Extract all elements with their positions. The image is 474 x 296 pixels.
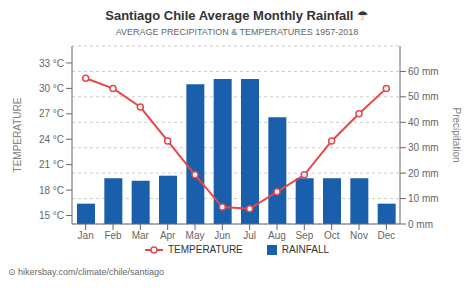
svg-text:30 °C: 30 °C [39, 83, 64, 94]
html-text:RAINFALL: RAINFALL [281, 244, 329, 255]
svg-text:Jun: Jun [214, 230, 230, 241]
svg-text:Apr: Apr [160, 230, 176, 241]
svg-text:20 mm: 20 mm [408, 168, 439, 179]
svg-text:15 °C: 15 °C [39, 210, 64, 221]
html-text:TEMPERATURE: TEMPERATURE [168, 244, 243, 255]
html-text:⊙ hikersbay.com/climate/chile/: ⊙ hikersbay.com/climate/chile/santiago [8, 267, 164, 277]
svg-text:Nov: Nov [350, 230, 368, 241]
svg-text:27 °C: 27 °C [39, 108, 64, 119]
svg-text:30 mm: 30 mm [408, 142, 439, 153]
svg-text:Precipitation: Precipitation [451, 107, 462, 162]
svg-text:24 °C: 24 °C [39, 134, 64, 145]
svg-text:0 mm: 0 mm [408, 219, 433, 230]
svg-text:21 °C: 21 °C [39, 159, 64, 170]
svg-text:Aug: Aug [268, 230, 286, 241]
svg-text:Mar: Mar [132, 230, 150, 241]
svg-text:60 mm: 60 mm [408, 66, 439, 77]
svg-text:Jul: Jul [243, 230, 256, 241]
svg-text:Jan: Jan [78, 230, 94, 241]
svg-text:33 °C: 33 °C [39, 58, 64, 69]
svg-text:Oct: Oct [324, 230, 340, 241]
svg-text:Sep: Sep [295, 230, 313, 241]
svg-text:10 mm: 10 mm [408, 193, 439, 204]
svg-text:TEMPERATURE: TEMPERATURE [12, 97, 23, 172]
svg-text:40 mm: 40 mm [408, 117, 439, 128]
html-text:Santiago Chile Average Monthly: Santiago Chile Average Monthly Rainfall … [105, 8, 369, 23]
svg-text:Dec: Dec [377, 230, 395, 241]
svg-text:Feb: Feb [104, 230, 122, 241]
svg-text:18 °C: 18 °C [39, 185, 64, 196]
svg-text:50 mm: 50 mm [408, 91, 439, 102]
svg-text:May: May [186, 230, 205, 241]
html-text:AVERAGE PRECIPITATION & TEMPER: AVERAGE PRECIPITATION & TEMPERATURES 195… [115, 27, 359, 37]
